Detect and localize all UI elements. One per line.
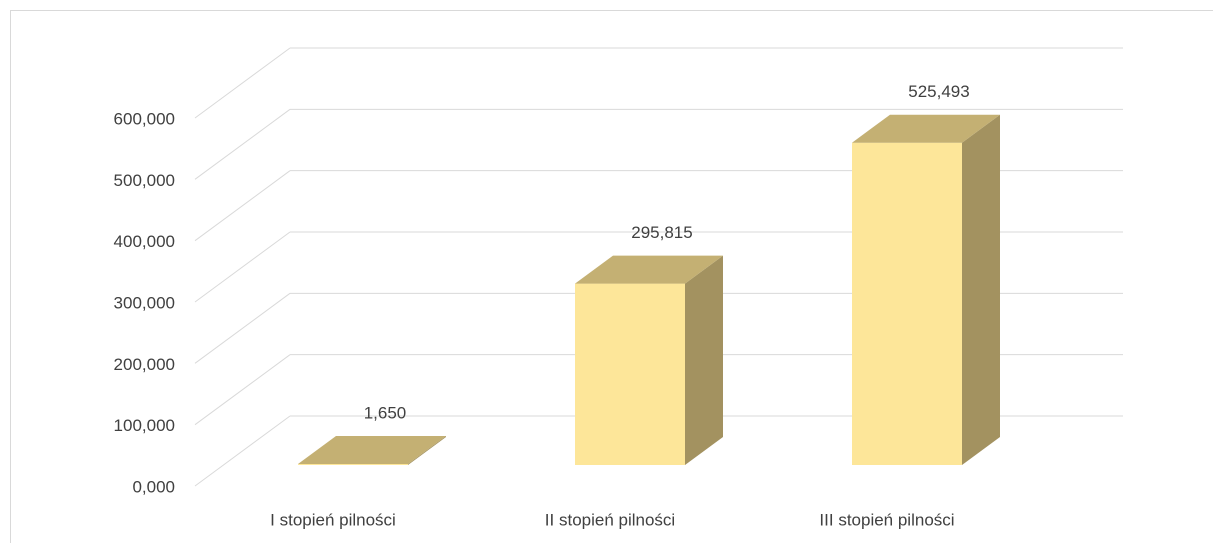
bar-front [852, 143, 962, 465]
bar-top [298, 436, 446, 464]
data-label: 525,493 [908, 82, 969, 101]
x-tick-label: I stopień pilności [270, 510, 396, 529]
y-tick-label: 200,000 [114, 355, 175, 374]
grid-line-side [195, 171, 290, 241]
y-tick-label: 500,000 [114, 171, 175, 190]
y-tick-label: 0,000 [132, 477, 175, 496]
y-tick-label: 100,000 [114, 416, 175, 435]
y-tick-label: 300,000 [114, 293, 175, 312]
bar-side [685, 256, 723, 465]
grid-line-side [195, 232, 290, 302]
x-tick-label: II stopień pilności [545, 510, 675, 529]
grid-line-side [195, 109, 290, 179]
grid-line-side [195, 355, 290, 425]
grid-line-side [195, 48, 290, 118]
grid-line-side [195, 293, 290, 363]
bar-front [575, 284, 685, 465]
grid-line-side [195, 416, 290, 486]
x-tick-label: III stopień pilności [819, 510, 954, 529]
data-label: 1,650 [364, 403, 407, 422]
y-tick-label: 400,000 [114, 232, 175, 251]
bar-front [298, 464, 408, 465]
bar-side [962, 115, 1000, 465]
y-tick-label: 600,000 [114, 109, 175, 128]
data-label: 295,815 [631, 223, 692, 242]
